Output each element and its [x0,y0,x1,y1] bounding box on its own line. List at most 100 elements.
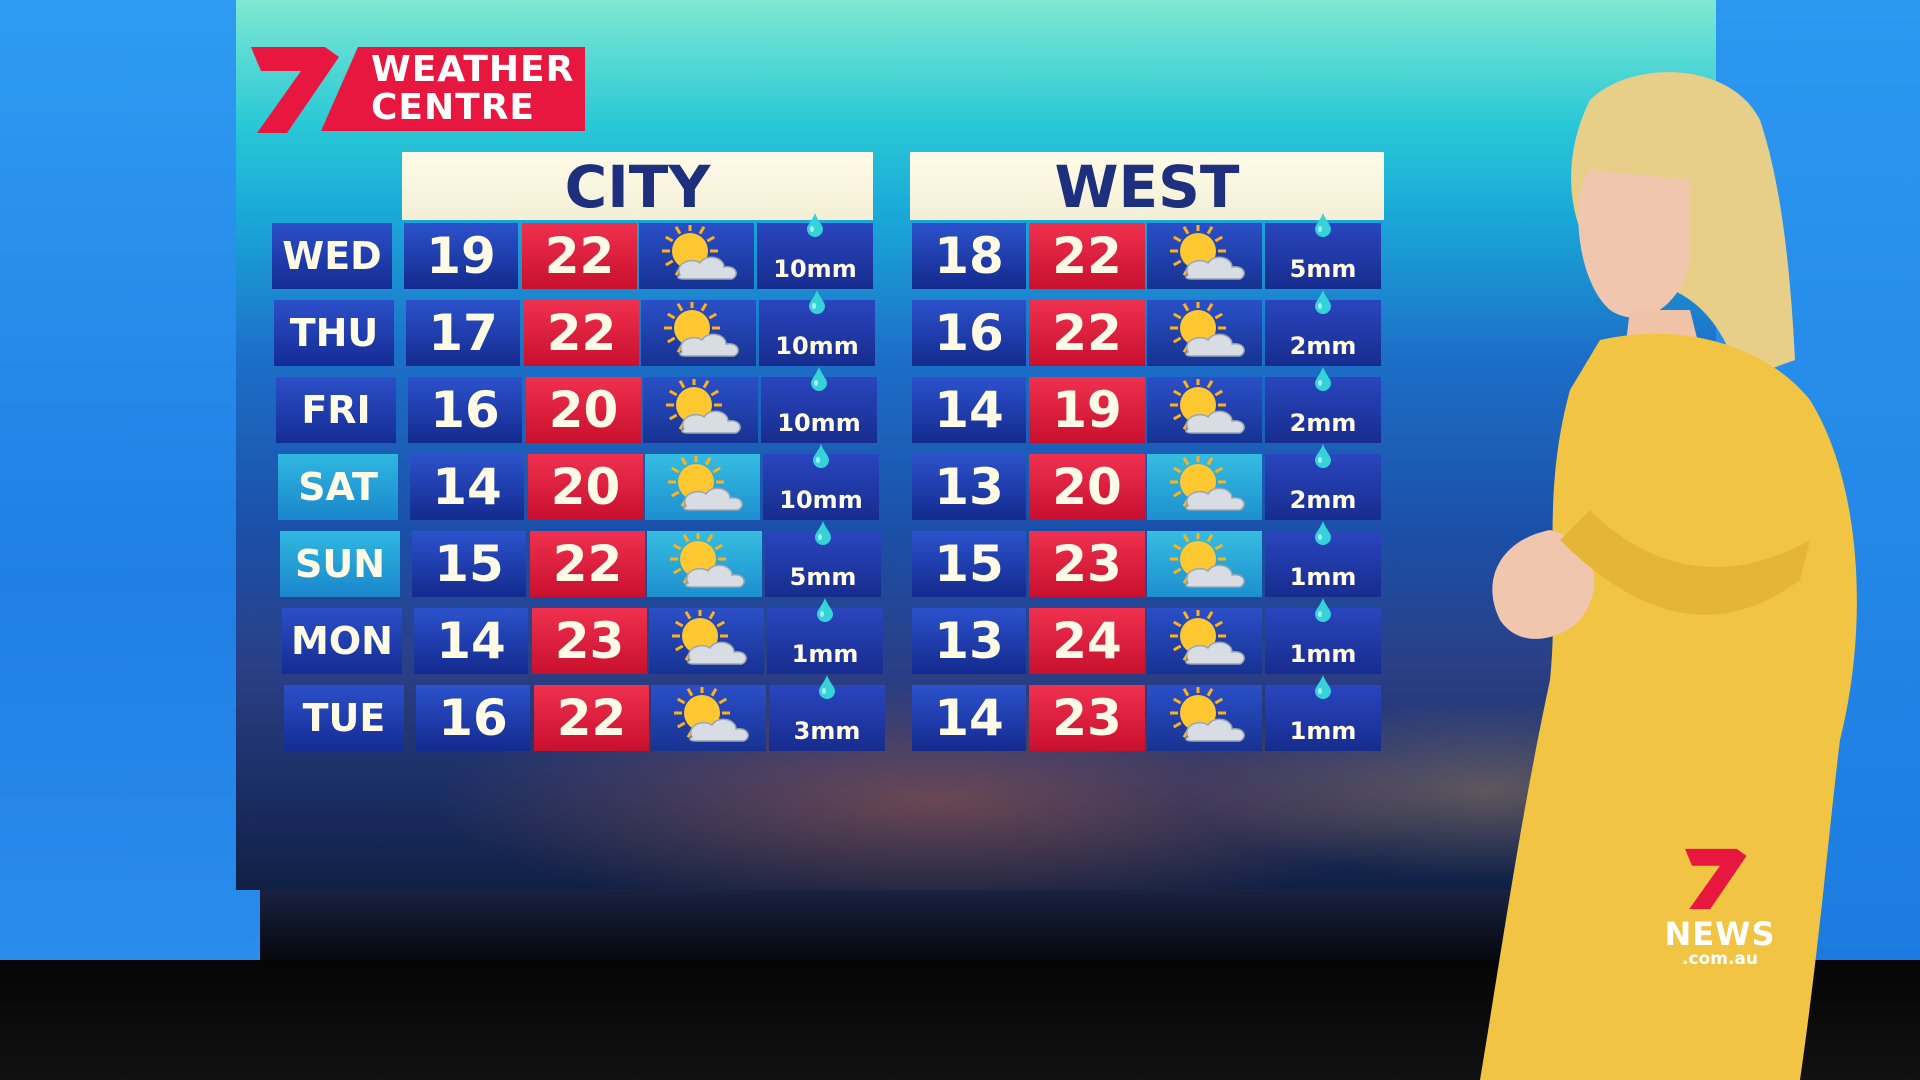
rainfall-value: 1mm [1289,717,1357,745]
partly-cloudy-icon [654,300,744,364]
min-temp: 14 [414,608,528,674]
day-label-sat: SAT [278,454,398,520]
max-temp-value: 23 [554,612,625,670]
rainfall-value: 2mm [1289,486,1357,514]
min-temp: 13 [912,608,1026,674]
max-temp-value: 22 [552,535,623,593]
max-temp-value: 22 [1052,304,1122,362]
rainfall-value: 10mm [775,332,859,360]
partly-cloudy-icon [664,685,754,749]
min-temp: 18 [912,223,1026,289]
partly-cloudy-icon [1160,377,1250,441]
day-label-mon: MON [282,608,402,674]
rainfall-value: 2mm [1289,409,1357,437]
panel-header-city: CITY [402,152,873,221]
min-temp-value: 15 [434,535,504,593]
partly-cloudy-icon [1160,223,1250,287]
min-temp: 14 [912,685,1026,751]
max-temp: 23 [1029,685,1145,751]
min-temp: 16 [416,685,530,751]
max-temp-value: 24 [1052,612,1122,670]
weather-centre-logo: WEATHER CENTRE [251,47,585,133]
partly-cloudy-icon [662,608,752,672]
weather-icon-cell [641,300,756,366]
min-temp: 17 [406,300,520,366]
max-temp-value: 20 [550,458,621,516]
max-temp: 22 [524,300,639,366]
min-temp: 15 [912,531,1026,597]
panel-header-west: WEST [910,152,1384,221]
weather-icon-cell [643,377,758,443]
day-text: THU [289,311,379,355]
studio-wall-left [0,0,260,960]
min-temp-value: 14 [934,689,1004,747]
rainfall-value: 10mm [773,255,857,283]
max-temp-value: 22 [556,689,627,747]
max-temp-value: 19 [1052,381,1122,439]
min-temp-value: 14 [432,458,502,516]
max-temp-value: 22 [546,304,617,362]
max-temp: 20 [528,454,643,520]
rainfall: 5mm [1265,213,1381,289]
max-temp: 22 [530,531,645,597]
partly-cloudy-icon [652,223,742,287]
min-temp-value: 19 [426,227,496,285]
max-temp-value: 20 [548,381,619,439]
max-temp: 23 [532,608,647,674]
min-temp: 15 [412,531,526,597]
max-temp-value: 20 [1052,458,1122,516]
max-temp: 23 [1029,531,1145,597]
rainfall: 10mm [763,444,879,520]
max-temp: 19 [1029,377,1145,443]
min-temp-value: 13 [934,458,1004,516]
rainfall-value: 10mm [779,486,863,514]
min-temp-value: 16 [934,304,1004,362]
day-text: MON [291,619,393,663]
min-temp: 16 [912,300,1026,366]
rainfall-value: 5mm [1289,255,1357,283]
min-temp-value: 16 [438,689,508,747]
day-label-thu: THU [274,300,394,366]
min-temp-value: 16 [430,381,500,439]
day-text: SUN [294,542,386,586]
weather-icon-cell [1147,377,1262,443]
min-temp-value: 14 [436,612,506,670]
partly-cloudy-icon [1160,608,1250,672]
max-temp-value: 23 [1052,689,1122,747]
max-temp-value: 23 [1052,535,1122,593]
rainfall: 2mm [1265,367,1381,443]
rainfall-value: 5mm [789,563,857,591]
weather-icon-cell [639,223,754,289]
logo-text: WEATHER CENTRE [371,49,575,128]
day-label-sun: SUN [280,531,400,597]
partly-cloudy-icon [1160,300,1250,364]
max-temp: 22 [1029,300,1145,366]
rainfall-value: 1mm [791,640,859,668]
rainfall: 1mm [767,598,883,674]
rainfall: 5mm [765,521,881,597]
screen-reflection [260,890,1720,960]
rainfall: 2mm [1265,444,1381,520]
day-text: TUE [302,696,386,740]
partly-cloudy-icon [1160,454,1250,518]
partly-cloudy-icon [1160,531,1250,595]
day-label-tue: TUE [284,685,404,751]
max-temp: 22 [534,685,649,751]
day-label-wed: WED [272,223,392,289]
rainfall: 3mm [769,675,885,751]
partly-cloudy-icon [1160,685,1250,749]
max-temp: 22 [522,223,637,289]
max-temp-value: 22 [544,227,615,285]
min-temp-value: 17 [428,304,498,362]
weather-icon-cell [645,454,760,520]
panel-title: CITY [564,153,711,221]
7news-logo: NEWS .com.au [1645,842,1795,972]
max-temp: 20 [526,377,641,443]
min-temp-value: 14 [934,381,1004,439]
day-label-fri: FRI [276,377,396,443]
min-temp: 14 [912,377,1026,443]
min-temp: 19 [404,223,518,289]
max-temp: 20 [1029,454,1145,520]
partly-cloudy-icon [658,454,748,518]
rainfall: 10mm [759,290,875,366]
